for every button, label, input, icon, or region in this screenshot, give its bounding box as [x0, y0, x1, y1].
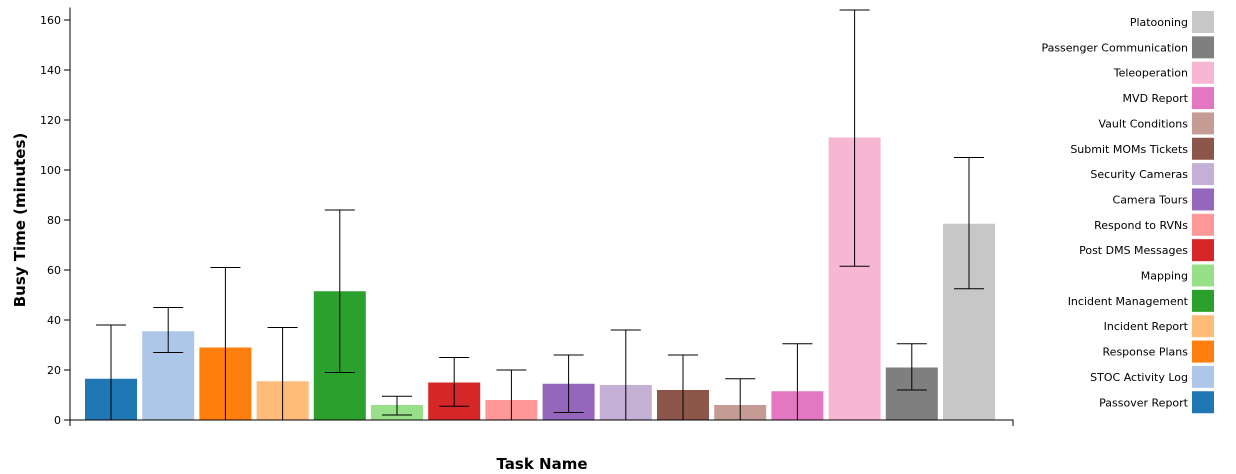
- legend-item: MVD Report: [1123, 87, 1214, 110]
- legend-label: Post DMS Messages: [1079, 244, 1188, 257]
- error-bar: [153, 307, 184, 353]
- legend-swatch: [1192, 61, 1214, 84]
- x-axis: [69, 419, 1014, 426]
- error-bar: [439, 357, 470, 407]
- y-tick-label: 0: [54, 414, 61, 427]
- plot-area: [85, 9, 995, 421]
- legend-item: Platooning: [1130, 11, 1214, 33]
- legend-label: Vault Conditions: [1099, 117, 1189, 130]
- legend-label: Teleoperation: [1113, 67, 1188, 80]
- legend-swatch: [1192, 213, 1214, 236]
- legend-label: Camera Tours: [1113, 193, 1189, 206]
- legend-label: Mapping: [1141, 270, 1188, 283]
- error-bar: [382, 395, 412, 416]
- x-axis-line: [69, 419, 1014, 426]
- legend-swatch: [1192, 315, 1214, 338]
- y-axis: 0 20 40 60 80 100 120 140 160: [40, 7, 71, 427]
- legend-item: Response Plans: [1103, 340, 1214, 363]
- legend-label: Passover Report: [1099, 396, 1189, 409]
- error-bar: [896, 343, 927, 391]
- legend-item: Incident Report: [1104, 315, 1214, 338]
- legend-label: Incident Management: [1068, 295, 1189, 308]
- legend-item: Teleoperation: [1113, 61, 1214, 84]
- legend-swatch: [1192, 87, 1214, 110]
- error-bar: [839, 9, 870, 267]
- legend-label: Incident Report: [1104, 320, 1189, 333]
- legend-item: Mapping: [1141, 264, 1214, 287]
- legend-label: Passenger Communication: [1041, 41, 1188, 54]
- error-bar: [324, 209, 355, 373]
- legend-item: Incident Management: [1068, 289, 1214, 312]
- y-axis-title: Busy Time (minutes): [11, 133, 29, 308]
- legend-swatch: [1192, 11, 1214, 33]
- legend-label: Platooning: [1130, 16, 1188, 29]
- legend-item: Passenger Communication: [1041, 36, 1214, 59]
- legend-swatch: [1192, 289, 1214, 312]
- legend-item: STOC Activity Log: [1090, 365, 1214, 388]
- legend: Platooning Passenger Communication Teleope…: [1041, 11, 1214, 414]
- y-tick-label: 120: [40, 114, 61, 127]
- legend-swatch: [1192, 137, 1214, 160]
- legend-item: Post DMS Messages: [1079, 239, 1214, 262]
- legend-swatch: [1192, 365, 1214, 388]
- y-tick-label: 100: [40, 164, 61, 177]
- error-bar: [553, 354, 584, 413]
- legend-swatch: [1192, 239, 1214, 262]
- legend-item: Security Cameras: [1090, 163, 1214, 186]
- y-tick-label: 160: [40, 14, 61, 27]
- y-tick-label: 140: [40, 64, 61, 77]
- x-axis-title: Task Name: [496, 455, 587, 473]
- legend-label: Submit MOMs Tickets: [1070, 143, 1188, 156]
- legend-item: Passover Report: [1099, 391, 1214, 414]
- legend-swatch: [1192, 264, 1214, 287]
- y-tick-label: 20: [47, 364, 61, 377]
- legend-swatch: [1192, 112, 1214, 135]
- y-tick-label: 80: [47, 214, 61, 227]
- legend-label: MVD Report: [1123, 92, 1189, 105]
- legend-item: Vault Conditions: [1099, 112, 1214, 135]
- legend-swatch: [1192, 188, 1214, 211]
- legend-swatch: [1192, 163, 1214, 186]
- legend-label: Security Cameras: [1090, 168, 1188, 181]
- legend-swatch: [1192, 340, 1214, 363]
- legend-swatch: [1192, 36, 1214, 59]
- legend-label: Respond to RVNs: [1094, 219, 1188, 232]
- y-tick-label: 60: [47, 264, 61, 277]
- legend-label: STOC Activity Log: [1090, 371, 1188, 384]
- legend-item: Camera Tours: [1113, 188, 1214, 211]
- legend-item: Submit MOMs Tickets: [1070, 137, 1214, 160]
- legend-item: Respond to RVNs: [1094, 213, 1214, 236]
- legend-swatch: [1192, 391, 1214, 414]
- legend-label: Response Plans: [1103, 346, 1189, 359]
- y-tick-label: 40: [47, 314, 61, 327]
- error-bar: [954, 157, 984, 290]
